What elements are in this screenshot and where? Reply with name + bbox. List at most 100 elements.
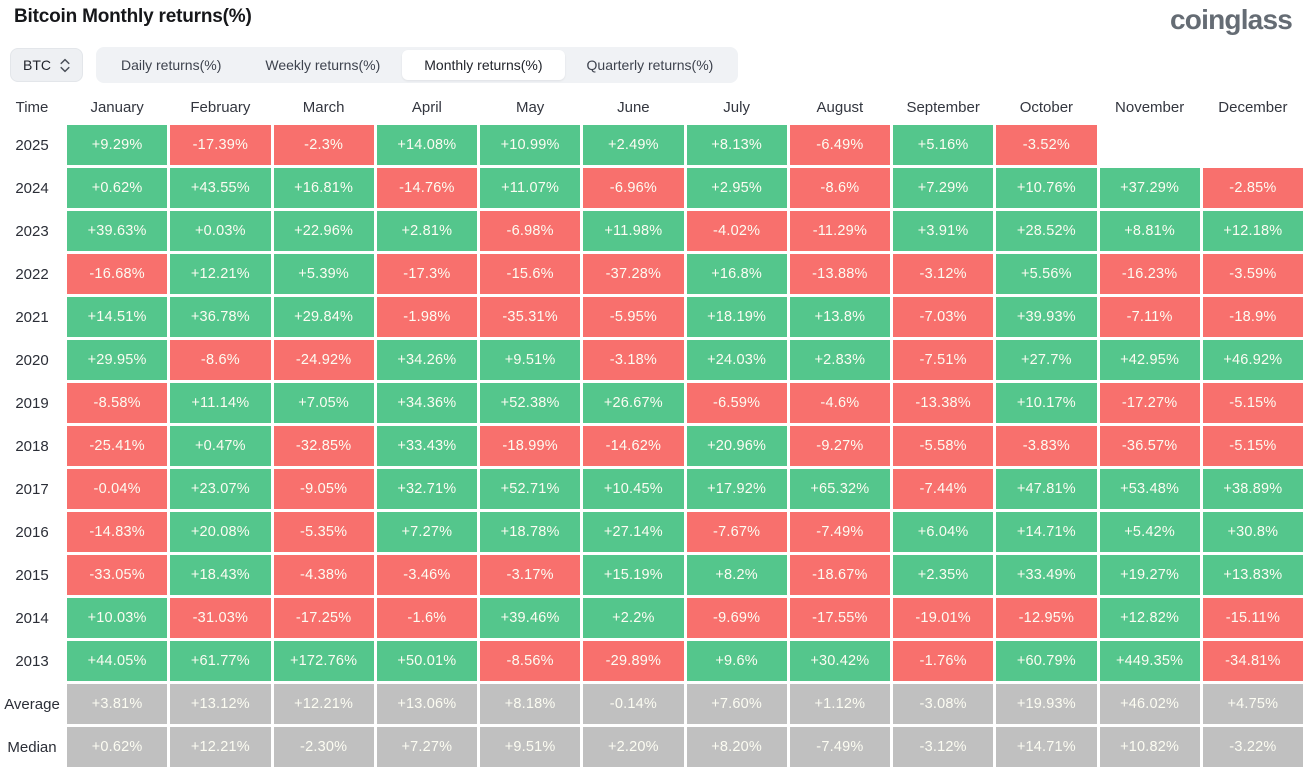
return-cell: -7.11% xyxy=(1099,297,1200,337)
return-cell: +18.19% xyxy=(686,297,787,337)
return-cell: -15.11% xyxy=(1202,598,1303,638)
return-cell: -1.6% xyxy=(376,598,477,638)
tab-daily-returns[interactable]: Daily returns(%) xyxy=(99,50,243,80)
return-cell: -8.6% xyxy=(789,168,890,208)
return-cell: +16.8% xyxy=(686,254,787,294)
return-cell: +3.91% xyxy=(893,211,994,251)
return-cell: -5.58% xyxy=(893,426,994,466)
return-cell: +34.36% xyxy=(376,383,477,423)
return-cell: +13.8% xyxy=(789,297,890,337)
return-cell: +13.83% xyxy=(1202,555,1303,595)
return-cell: -12.95% xyxy=(996,598,1097,638)
row-label: 2020 xyxy=(15,351,49,369)
return-cell xyxy=(1100,125,1200,165)
return-cell: +7.27% xyxy=(376,727,477,767)
return-cell: +43.55% xyxy=(170,168,271,208)
updown-chevron-icon xyxy=(60,58,70,73)
return-cell: -3.12% xyxy=(893,254,994,294)
return-cell: -36.57% xyxy=(1099,426,1200,466)
return-cell: -17.27% xyxy=(1099,383,1200,423)
return-cell: -9.05% xyxy=(273,469,374,509)
return-cell: +61.77% xyxy=(170,641,271,681)
return-cell: +8.20% xyxy=(686,727,787,767)
return-cell: +449.35% xyxy=(1099,641,1200,681)
return-cell: +11.14% xyxy=(170,383,271,423)
return-cell: +2.81% xyxy=(376,211,477,251)
return-cell: +19.27% xyxy=(1099,555,1200,595)
symbol-select[interactable]: BTC xyxy=(10,48,83,82)
return-cell: +9.6% xyxy=(686,641,787,681)
return-cell: +28.52% xyxy=(996,211,1097,251)
return-cell: -3.12% xyxy=(893,727,994,767)
return-cell: -16.23% xyxy=(1099,254,1200,294)
column-header-month: November xyxy=(1115,98,1185,116)
return-cell: +22.96% xyxy=(273,211,374,251)
return-cell: +18.43% xyxy=(170,555,271,595)
return-cell: -15.6% xyxy=(480,254,581,294)
return-cell: -7.67% xyxy=(686,512,787,552)
column-header-month: March xyxy=(302,98,345,116)
return-cell: +0.47% xyxy=(170,426,271,466)
return-cell: +9.51% xyxy=(480,727,581,767)
return-cell: -6.59% xyxy=(686,383,787,423)
return-cell: +2.83% xyxy=(789,340,890,380)
return-cell: -34.81% xyxy=(1202,641,1303,681)
return-cell: +11.98% xyxy=(583,211,684,251)
return-cell: -13.88% xyxy=(789,254,890,294)
return-cell: -13.38% xyxy=(893,383,994,423)
return-cell: -9.27% xyxy=(789,426,890,466)
return-cell: +14.51% xyxy=(67,297,168,337)
return-cell: +27.14% xyxy=(583,512,684,552)
return-cell: -5.95% xyxy=(583,297,684,337)
return-cell: +2.2% xyxy=(583,598,684,638)
return-cell: +46.02% xyxy=(1099,684,1200,724)
return-cell: -3.08% xyxy=(893,684,994,724)
return-cell: +39.63% xyxy=(67,211,168,251)
return-cell: +52.38% xyxy=(480,383,581,423)
return-cell: +39.46% xyxy=(480,598,581,638)
column-header-month: July xyxy=(723,98,750,116)
return-cell: -8.58% xyxy=(67,383,168,423)
return-cell: +7.29% xyxy=(893,168,994,208)
returns-period-tabs: Daily returns(%) Weekly returns(%) Monthly… xyxy=(96,47,739,83)
return-cell: +29.84% xyxy=(273,297,374,337)
column-header-month: January xyxy=(90,98,144,116)
return-cell: +14.71% xyxy=(996,512,1097,552)
tab-weekly-returns[interactable]: Weekly returns(%) xyxy=(243,50,402,80)
return-cell: +13.06% xyxy=(376,684,477,724)
topbar: Bitcoin Monthly returns(%) coinglass xyxy=(0,0,1308,34)
return-cell: -18.67% xyxy=(789,555,890,595)
return-cell: +39.93% xyxy=(996,297,1097,337)
return-cell: -18.99% xyxy=(480,426,581,466)
return-cell: +5.56% xyxy=(996,254,1097,294)
row-label: 2021 xyxy=(15,308,49,326)
column-header-month: August xyxy=(816,98,864,116)
return-cell: +65.32% xyxy=(789,469,890,509)
return-cell: +7.27% xyxy=(376,512,477,552)
return-cell: +7.05% xyxy=(273,383,374,423)
return-cell: +36.78% xyxy=(170,297,271,337)
return-cell: +8.13% xyxy=(686,125,787,165)
return-cell: -24.92% xyxy=(273,340,374,380)
return-cell: +12.21% xyxy=(170,727,271,767)
return-cell: +16.81% xyxy=(273,168,374,208)
column-header-month: June xyxy=(617,98,650,116)
tab-quarterly-returns[interactable]: Quarterly returns(%) xyxy=(565,50,736,80)
return-cell: -1.76% xyxy=(893,641,994,681)
return-cell: +20.96% xyxy=(686,426,787,466)
return-cell: -2.30% xyxy=(273,727,374,767)
tab-monthly-returns[interactable]: Monthly returns(%) xyxy=(402,50,565,80)
return-cell: +9.29% xyxy=(67,125,168,165)
return-cell: +2.20% xyxy=(583,727,684,767)
row-label: 2017 xyxy=(15,480,49,498)
return-cell: +8.81% xyxy=(1099,211,1200,251)
return-cell: +5.39% xyxy=(273,254,374,294)
return-cell: +24.03% xyxy=(686,340,787,380)
return-cell: +42.95% xyxy=(1099,340,1200,380)
return-cell: +44.05% xyxy=(67,641,168,681)
coinglass-logo[interactable]: coinglass xyxy=(1170,4,1293,35)
return-cell: -17.25% xyxy=(273,598,374,638)
return-cell: -37.28% xyxy=(583,254,684,294)
row-label: Median xyxy=(7,738,57,756)
return-cell: -18.9% xyxy=(1202,297,1303,337)
